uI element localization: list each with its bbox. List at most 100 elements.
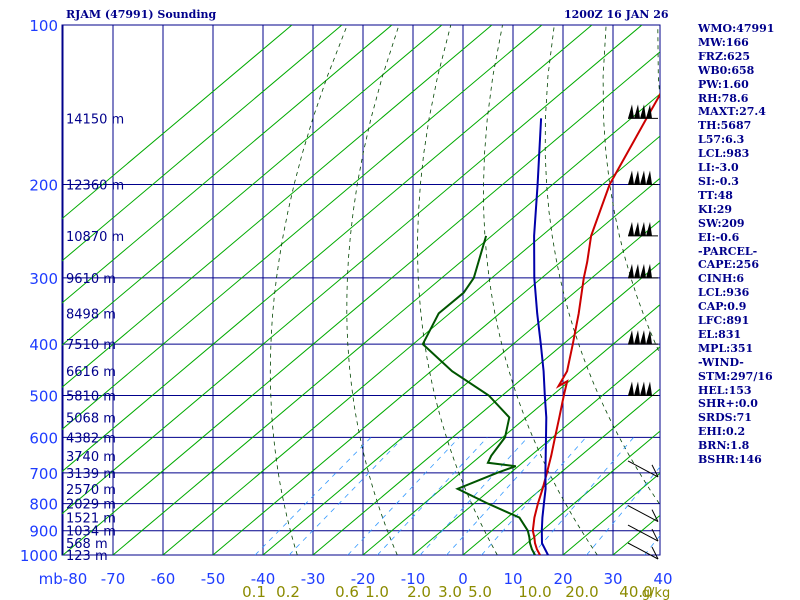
index-line: CINH:6	[698, 272, 745, 286]
isotherm-line	[62, 25, 643, 515]
dewpoint-line	[421, 235, 536, 555]
index-line: STM:297/16	[698, 369, 773, 383]
barb-tick	[651, 528, 659, 542]
index-line: EL:831	[698, 327, 742, 341]
grid-layer	[61, 24, 661, 556]
y-tick-label: 200	[29, 177, 58, 195]
height-label: 12360 m	[66, 179, 124, 194]
adiabat-layer	[62, 25, 660, 555]
x-tick-label: -60	[151, 570, 176, 588]
x-tick-label: -40	[251, 570, 276, 588]
barb-flag	[634, 170, 640, 185]
index-line: CAP:0.9	[698, 300, 747, 314]
barb-flag	[628, 104, 634, 119]
height-label: 5068 m	[66, 411, 116, 426]
dry-adiabat	[544, 25, 660, 506]
barb-staff	[627, 524, 659, 542]
barb-flag	[634, 104, 640, 119]
barb-staff	[627, 505, 659, 523]
mixing-ratio-line	[586, 466, 660, 555]
y-tick-label: 300	[29, 270, 58, 288]
mixing-ratio-layer	[254, 437, 660, 555]
index-line: EI:-0.6	[698, 230, 740, 244]
index-line: -WIND-	[698, 355, 744, 369]
isotherm-line	[62, 25, 293, 220]
height-label: 9610 m	[66, 272, 116, 287]
x-tick-label: 10	[503, 570, 522, 588]
height-label: 5810 m	[66, 389, 116, 404]
index-line: HEL:153	[698, 383, 752, 397]
index-line: RH:78.6	[698, 91, 749, 105]
mixing-ratio-line	[377, 437, 488, 555]
height-label: 8498 m	[66, 307, 116, 322]
wind-barb	[627, 505, 659, 523]
mixing-ratio-line	[288, 437, 404, 555]
barb-flag	[646, 263, 652, 278]
mixing-ratio-label: 0.1	[242, 583, 266, 600]
dry-adiabat	[269, 25, 348, 555]
barb-staff	[627, 460, 659, 478]
height-label: 2570 m	[66, 483, 116, 498]
wind-barb	[628, 170, 658, 186]
wind-barb	[628, 221, 658, 237]
isotherm-line	[262, 219, 660, 555]
mixing-ratio-label: 0.6	[335, 583, 359, 600]
parcel-line	[533, 118, 549, 555]
height-label: 1034 m	[66, 525, 116, 540]
barb-flag	[640, 104, 646, 119]
height-label: 4382 m	[66, 431, 116, 446]
mixing-ratio-label: 3.0	[438, 583, 462, 600]
barb-flag	[646, 221, 652, 236]
x-tick-label: -70	[101, 570, 126, 588]
barb-tick	[651, 464, 659, 478]
index-line: SW:209	[698, 216, 745, 230]
y-tick-label: 600	[29, 429, 58, 447]
isotherm-line	[62, 25, 543, 431]
barb-flag	[646, 170, 652, 185]
dry-adiabat	[417, 25, 498, 555]
mixing-ratio-label: 40.0	[619, 583, 652, 600]
x-tick-label: 40	[653, 570, 672, 588]
mixing-ratio-label: 0.2	[276, 583, 300, 600]
mixing-ratio-label: 10.0	[518, 583, 551, 600]
y-tick-label: 800	[29, 496, 58, 514]
mixing-ratio-line	[347, 437, 460, 555]
index-line: MAXT:27.4	[698, 105, 766, 119]
y-tick-label: 100	[29, 17, 58, 35]
height-label: 6616 m	[66, 365, 116, 380]
y-tick-label: 400	[29, 336, 58, 354]
dry-adiabat	[346, 25, 400, 555]
height-label: 123 m	[66, 549, 108, 564]
height-label: 3740 m	[66, 450, 116, 465]
index-line: MPL:351	[698, 341, 754, 355]
index-line: -PARCEL-	[698, 244, 758, 258]
wind-barb	[627, 460, 659, 478]
index-line: LCL:983	[698, 147, 750, 161]
barb-flag	[628, 221, 634, 236]
y-tick-label: 1000	[20, 547, 58, 565]
x-tick-label: -50	[201, 570, 226, 588]
barb-flag	[640, 170, 646, 185]
wind-barb	[627, 524, 659, 542]
index-line: TH:5687	[698, 119, 752, 133]
index-line: CAPE:256	[698, 258, 759, 272]
x-tick-label: 20	[553, 570, 572, 588]
isotherm-line	[162, 135, 660, 555]
barb-flag	[634, 381, 640, 396]
x-tick-label: mb-80	[39, 570, 88, 588]
barb-flag	[628, 330, 634, 345]
height-label: 3139 m	[66, 467, 116, 482]
isotherm-line	[412, 346, 660, 555]
mixing-ratio-line	[481, 437, 587, 555]
sounding-time: 1200Z 16 JAN 26	[564, 8, 669, 21]
index-line: EHI:0.2	[698, 425, 746, 439]
barb-flag	[634, 330, 640, 345]
index-line: PW:1.60	[698, 77, 749, 91]
barb-flag	[628, 381, 634, 396]
wind-barb	[628, 330, 658, 345]
barb-flag	[628, 263, 634, 278]
wind-barb	[628, 263, 658, 279]
y-tick-label: 900	[29, 523, 58, 541]
height-label: 568 m	[66, 537, 108, 552]
